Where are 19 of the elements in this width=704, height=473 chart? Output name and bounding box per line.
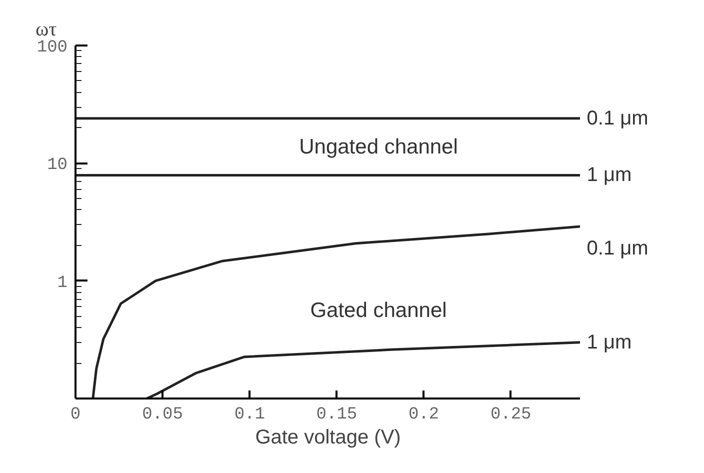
x-tick-label: 0.05 <box>142 406 183 424</box>
line-series <box>146 341 580 398</box>
line-series <box>92 225 580 398</box>
x-axis-title: Gate voltage (V) <box>255 426 401 448</box>
x-tick-label: 0.2 <box>408 406 440 424</box>
annotation: Ungated channel <box>299 135 458 158</box>
annotation: Gated channel <box>310 298 447 322</box>
x-tick-label: 0 <box>70 406 81 424</box>
series-label: 0.1 μm <box>586 237 648 260</box>
series-label: 1 μm <box>586 331 632 354</box>
y-tick-label: 1 <box>57 274 68 293</box>
y-axis-title: ωτ <box>36 18 57 40</box>
y-tick-label: 10 <box>47 156 68 176</box>
x-tick-label: 0.25 <box>490 406 532 424</box>
x-tick-label: 0.15 <box>316 406 358 424</box>
series-label: 1 μm <box>586 164 632 186</box>
y-tick-label: 100 <box>36 38 68 58</box>
x-tick-label: 0.1 <box>234 406 265 424</box>
series-label: 0.1 μm <box>586 107 648 130</box>
